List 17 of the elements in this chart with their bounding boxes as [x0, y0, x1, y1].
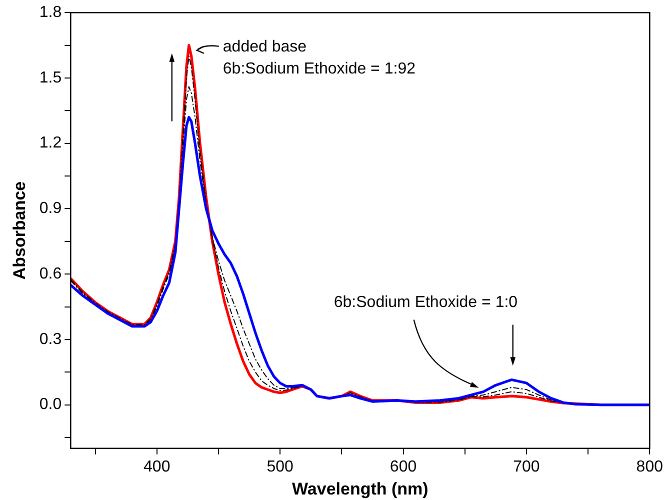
- x-tick-label: 500: [266, 458, 294, 476]
- annotation: added base: [222, 38, 307, 56]
- x-tick-label: 700: [513, 458, 540, 476]
- y-axis-title: Absorbance: [10, 181, 29, 280]
- x-axis-title: Wavelength (nm): [292, 479, 428, 498]
- y-tick-label: 0.6: [39, 265, 62, 282]
- y-tick-label: 1.2: [39, 134, 62, 152]
- y-tick-label: 0.3: [39, 330, 62, 348]
- y-tick-label: 0.9: [39, 200, 62, 218]
- y-tick-label: 1.8: [39, 4, 62, 22]
- annotation: 6b:Sodium Ethoxide = 1:92: [222, 60, 416, 78]
- x-tick-label: 600: [390, 458, 417, 476]
- x-tick-label: 800: [636, 458, 664, 476]
- x-tick-label: 400: [144, 458, 170, 476]
- annotation: 6b:Sodium Ethoxide = 1:0: [334, 294, 518, 312]
- y-tick-label: 1.5: [39, 69, 62, 86]
- y-tick-label: 0.0: [39, 396, 62, 414]
